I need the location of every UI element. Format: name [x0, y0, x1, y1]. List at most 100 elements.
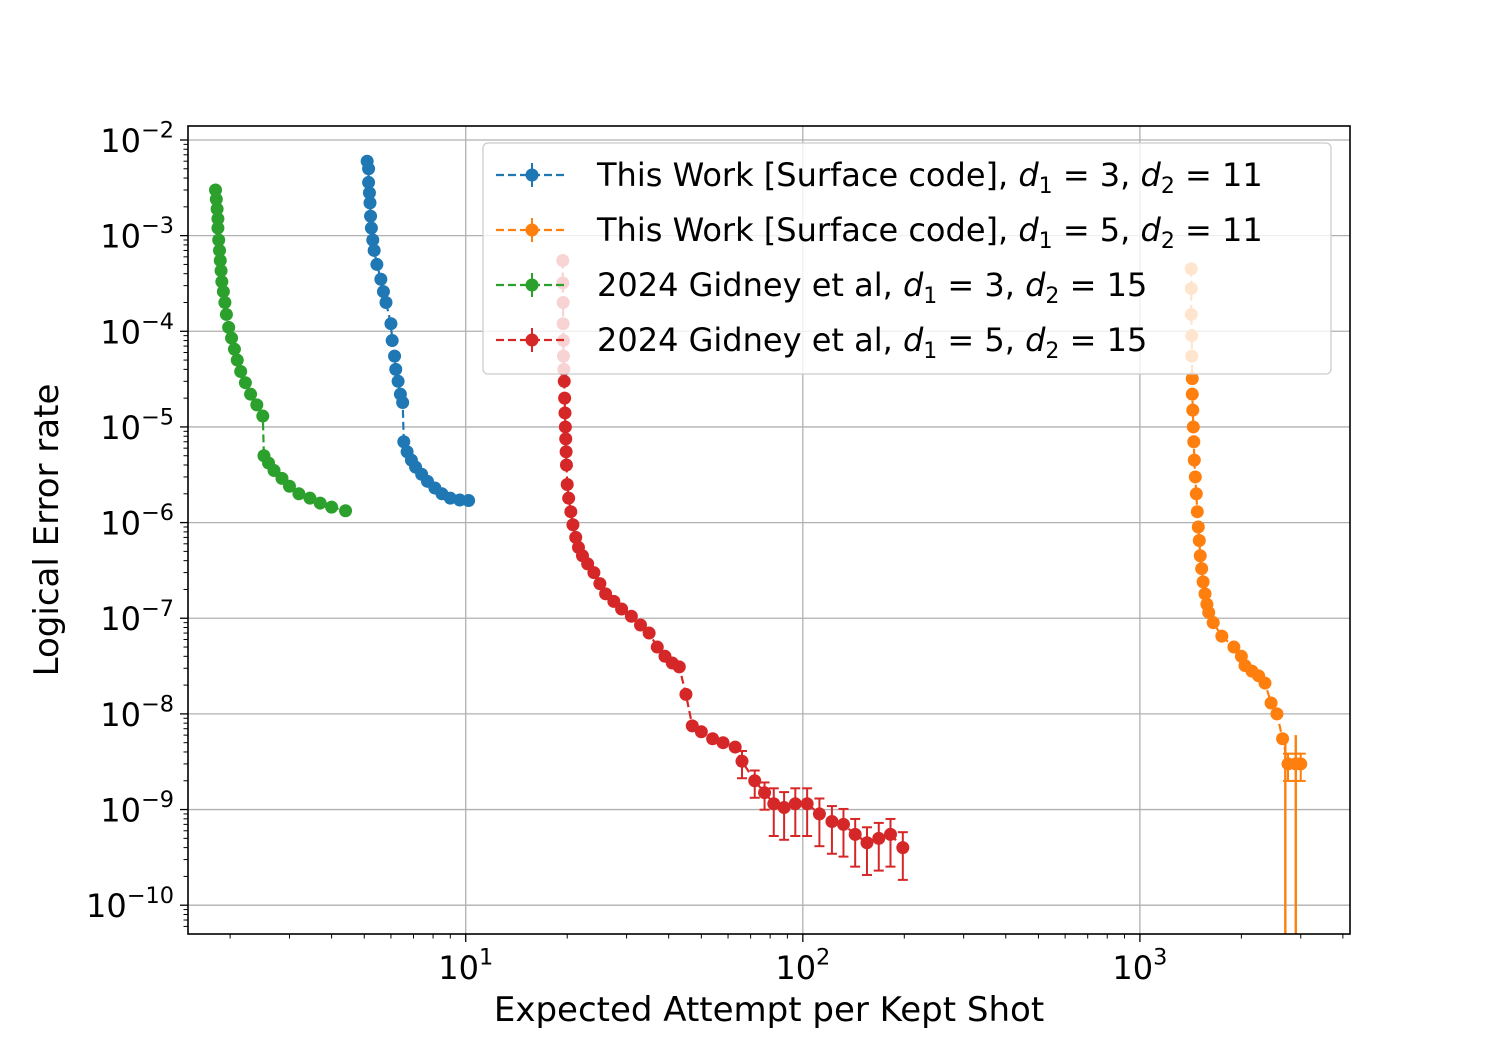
- data-point: [462, 494, 476, 508]
- data-point: [209, 192, 223, 206]
- y-tick-label: 10−9: [100, 787, 174, 829]
- legend-label: 2024 Gidney et al, d1 = 3, d2 = 15: [597, 266, 1147, 309]
- data-point: [389, 362, 403, 376]
- data-point: [1227, 640, 1241, 654]
- data-point: [679, 687, 693, 701]
- legend-entry: This Work [Surface code], d1 = 3, d2 = 1…: [496, 156, 1263, 199]
- data-point: [244, 387, 258, 401]
- data-point: [303, 491, 317, 505]
- y-axis-label: Logical Error rate: [27, 384, 67, 677]
- data-point: [615, 602, 629, 616]
- legend-marker: [525, 278, 539, 292]
- axis-ticks: 101 102 103 10−2 10−3 10−4 10−5 10−6 10−7 10−8 10−…: [86, 118, 1344, 987]
- series-2: [1184, 262, 1308, 934]
- data-point: [642, 626, 656, 640]
- data-point: [234, 364, 248, 378]
- data-point: [367, 243, 381, 257]
- data-point: [836, 817, 850, 831]
- data-point: [388, 349, 402, 363]
- y-tick-label: 10−10: [86, 883, 174, 925]
- data-point: [777, 801, 791, 815]
- data-point: [362, 175, 376, 189]
- data-point: [1192, 533, 1206, 547]
- data-point: [812, 807, 826, 821]
- data-point: [1187, 453, 1201, 467]
- legend-label: 2024 Gidney et al, d1 = 5, d2 = 15: [597, 321, 1147, 364]
- data-point: [216, 285, 230, 299]
- data-point: [1193, 549, 1207, 563]
- data-point: [225, 331, 239, 345]
- x-tick-label: 101: [438, 945, 493, 987]
- data-point: [267, 464, 281, 478]
- data-point: [212, 243, 226, 257]
- y-tick-label: 10−6: [100, 500, 174, 542]
- data-point: [716, 736, 730, 750]
- data-point: [1191, 520, 1205, 534]
- y-tick-label: 10−4: [100, 309, 174, 351]
- data-point: [391, 374, 405, 388]
- data-point: [1186, 420, 1200, 434]
- data-point: [364, 221, 378, 235]
- data-point: [211, 221, 225, 235]
- data-point: [1188, 470, 1202, 484]
- y-tick-label: 10−5: [100, 405, 174, 447]
- data-point: [558, 406, 572, 420]
- data-point: [1189, 487, 1203, 501]
- data-point: [1196, 575, 1210, 589]
- data-point: [650, 640, 664, 654]
- data-point: [211, 212, 225, 226]
- y-tick-label: 10−3: [100, 213, 174, 255]
- data-point: [1187, 435, 1201, 449]
- data-point: [1186, 403, 1200, 417]
- data-point: [385, 334, 399, 348]
- data-point: [706, 732, 720, 746]
- data-point: [564, 505, 578, 519]
- data-point: [587, 566, 601, 580]
- data-point: [788, 797, 802, 811]
- data-point: [558, 391, 572, 405]
- data-point: [256, 409, 270, 423]
- data-point: [370, 257, 384, 271]
- data-point: [1276, 732, 1290, 746]
- data-point: [250, 398, 264, 412]
- data-point: [362, 162, 376, 176]
- data-point: [282, 479, 296, 493]
- data-point: [1258, 676, 1272, 690]
- data-point: [222, 320, 236, 334]
- data-point: [364, 209, 378, 223]
- data-point: [215, 275, 229, 289]
- data-point: [559, 445, 573, 459]
- data-point: [748, 774, 762, 788]
- data-point: [557, 374, 571, 388]
- data-point: [379, 295, 393, 309]
- data-point: [735, 754, 749, 768]
- data-point: [210, 202, 224, 216]
- data-point: [213, 253, 227, 267]
- data-point: [1294, 757, 1308, 771]
- data-point: [384, 317, 398, 331]
- data-point: [1190, 505, 1204, 519]
- data-point: [219, 307, 233, 321]
- data-point: [825, 815, 839, 829]
- data-point: [566, 518, 580, 532]
- plot-area-frame: [187, 125, 1351, 935]
- data-point: [374, 272, 388, 286]
- data-point: [362, 186, 376, 200]
- data-point: [1270, 707, 1284, 721]
- data-point: [559, 432, 573, 446]
- data-point: [883, 827, 897, 841]
- data-point: [559, 458, 573, 472]
- legend: This Work [Surface code], d1 = 3, d2 = 1…: [482, 142, 1332, 375]
- legend-entry: This Work [Surface code], d1 = 5, d2 = 1…: [496, 211, 1263, 254]
- data-point: [1206, 616, 1220, 630]
- data-point: [313, 496, 327, 510]
- data-point: [558, 420, 572, 434]
- x-tick-label: 102: [775, 945, 830, 987]
- data-point: [339, 504, 353, 518]
- data-point: [230, 353, 244, 367]
- data-point: [1264, 696, 1278, 710]
- legend-label: This Work [Surface code], d1 = 5, d2 = 1…: [596, 211, 1263, 254]
- y-tick-label: 10−7: [100, 596, 174, 638]
- data-point: [218, 295, 232, 309]
